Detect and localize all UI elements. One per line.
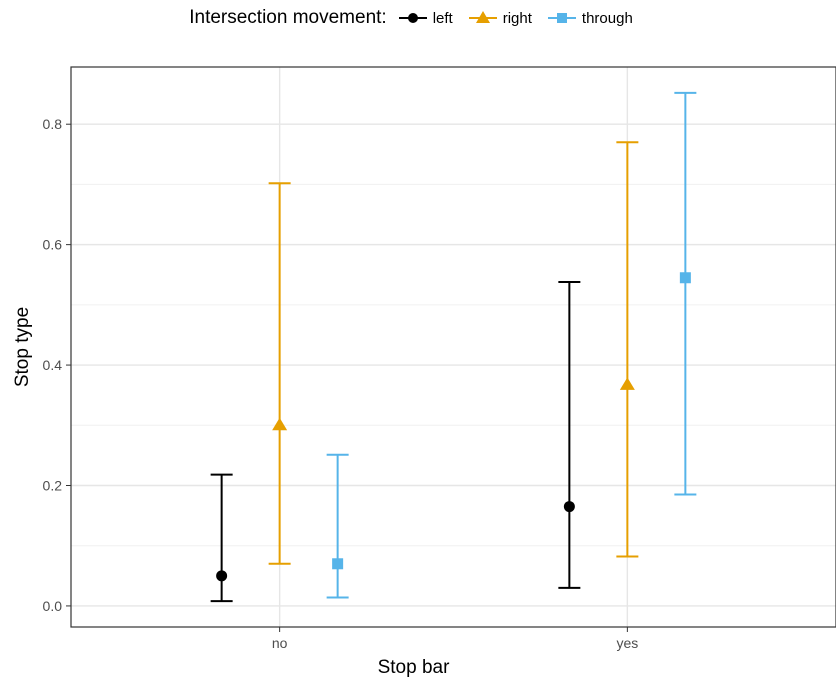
legend: Intersection movement: left right throug… [0, 6, 836, 30]
y-axis-title: Stop type [12, 307, 33, 387]
legend-item-left: left [397, 8, 453, 28]
errorbar-left [558, 280, 581, 589]
x-axis-title: Stop bar [378, 657, 450, 678]
legend-label-left: left [432, 9, 453, 27]
point-through [679, 272, 691, 284]
errorbar-through [326, 453, 349, 599]
plot-panel [71, 67, 836, 627]
legend-item-right: right [467, 8, 532, 28]
legend-label-right: right [502, 9, 532, 27]
y-tick-label: 0.4 [43, 357, 63, 373]
point-left [563, 501, 575, 513]
legend-key-left [398, 13, 427, 23]
legend-label-through: through [581, 9, 633, 27]
point-through [332, 558, 344, 570]
y-tick-label: 0.0 [43, 598, 63, 614]
legend-key-through [547, 13, 576, 23]
legend-key-right [468, 11, 497, 23]
point-right [272, 417, 288, 431]
x-tick-label: yes [616, 635, 638, 651]
y-tick-label: 0.8 [43, 116, 63, 132]
point-right [619, 377, 635, 390]
errorbar-left [210, 473, 233, 603]
plot-border [70, 66, 836, 628]
y-tick-label: 0.6 [43, 237, 63, 253]
legend-item-through: through [546, 8, 633, 28]
x-tick-label: no [272, 635, 288, 651]
point-left [216, 570, 228, 582]
y-tick-label: 0.2 [43, 477, 63, 493]
errorbar-right [268, 182, 291, 565]
errorbar-through [674, 91, 697, 496]
errorbar-right [616, 141, 639, 558]
legend-title: Intersection movement: [189, 7, 387, 28]
